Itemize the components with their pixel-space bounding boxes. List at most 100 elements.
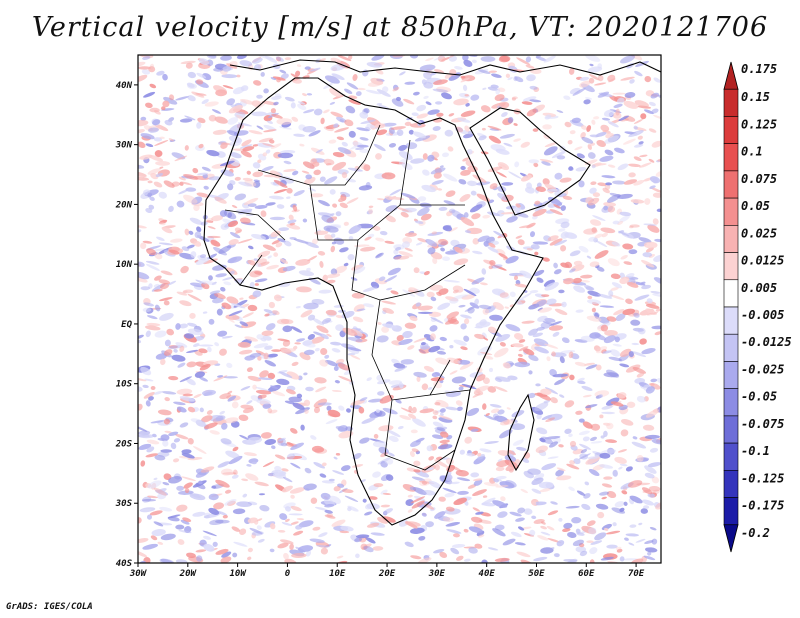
field-speckle bbox=[560, 205, 566, 211]
field-speckle bbox=[435, 357, 450, 365]
field-speckle bbox=[398, 150, 413, 161]
field-speckle bbox=[569, 130, 576, 135]
field-speckle bbox=[436, 350, 447, 355]
field-speckle bbox=[271, 95, 282, 100]
field-speckle bbox=[239, 144, 253, 149]
field-speckle bbox=[196, 122, 202, 129]
field-speckle bbox=[482, 308, 490, 315]
field-speckle bbox=[501, 212, 515, 215]
field-speckle bbox=[590, 423, 601, 431]
field-speckle bbox=[173, 348, 178, 353]
field-speckle bbox=[427, 387, 433, 390]
field-speckle bbox=[505, 73, 511, 78]
field-speckle bbox=[611, 282, 623, 289]
colorbar-label: 0.15 bbox=[741, 90, 770, 104]
field-speckle bbox=[207, 346, 212, 353]
field-speckle bbox=[368, 398, 384, 403]
field-speckle bbox=[400, 192, 416, 199]
field-speckle bbox=[269, 216, 285, 221]
field-speckle bbox=[199, 407, 204, 413]
field-speckle bbox=[258, 377, 273, 381]
field-speckle bbox=[474, 385, 490, 393]
field-speckle bbox=[617, 163, 629, 171]
field-speckle bbox=[586, 255, 592, 259]
field-speckle bbox=[439, 475, 453, 485]
field-speckle bbox=[256, 125, 264, 130]
field-speckle bbox=[498, 252, 508, 259]
field-speckle bbox=[192, 511, 206, 517]
field-speckle bbox=[626, 401, 636, 409]
field-speckle bbox=[569, 268, 576, 273]
colorbar-label: -0.175 bbox=[741, 499, 784, 513]
field-speckle bbox=[455, 400, 463, 406]
field-speckle bbox=[330, 224, 341, 227]
field-speckle bbox=[623, 100, 639, 109]
field-speckle bbox=[304, 467, 312, 474]
field-speckle bbox=[579, 550, 588, 557]
field-speckle bbox=[324, 176, 338, 185]
field-speckle bbox=[592, 451, 602, 456]
field-speckle bbox=[378, 446, 389, 455]
field-speckle bbox=[232, 552, 238, 558]
field-speckle bbox=[632, 367, 647, 374]
field-speckle bbox=[649, 527, 657, 531]
field-speckle bbox=[362, 498, 367, 503]
field-speckle bbox=[545, 387, 558, 395]
field-speckle bbox=[633, 179, 645, 186]
field-speckle bbox=[204, 422, 218, 429]
field-speckle bbox=[462, 157, 470, 162]
field-speckle bbox=[186, 552, 196, 558]
field-speckle bbox=[154, 150, 163, 157]
field-speckle bbox=[554, 172, 563, 180]
field-speckle bbox=[201, 415, 213, 423]
colorbar-label: 0.1 bbox=[741, 145, 763, 159]
field-speckle bbox=[495, 333, 511, 342]
field-speckle bbox=[384, 275, 398, 283]
field-speckle bbox=[604, 135, 619, 144]
field-speckle bbox=[344, 119, 354, 127]
y-tick-label: EQ bbox=[121, 320, 132, 330]
field-speckle bbox=[157, 451, 170, 457]
field-speckle bbox=[162, 73, 168, 81]
field-speckle bbox=[564, 428, 572, 434]
field-speckle bbox=[467, 180, 478, 187]
field-speckle bbox=[484, 441, 499, 444]
field-speckle bbox=[292, 204, 298, 212]
field-speckle bbox=[649, 185, 656, 189]
field-speckle bbox=[494, 347, 509, 358]
field-speckle bbox=[328, 139, 337, 144]
field-speckle bbox=[507, 449, 516, 456]
field-speckle bbox=[428, 345, 441, 353]
field-speckle bbox=[377, 322, 382, 325]
field-speckle bbox=[437, 302, 451, 311]
field-speckle bbox=[158, 242, 173, 246]
field-speckle bbox=[463, 335, 470, 342]
field-speckle bbox=[260, 337, 267, 342]
field-speckle bbox=[149, 196, 155, 201]
field-speckle bbox=[494, 94, 505, 102]
field-speckle bbox=[166, 328, 175, 336]
field-speckle bbox=[425, 467, 435, 471]
field-speckle bbox=[646, 298, 653, 304]
field-speckle bbox=[149, 83, 157, 89]
field-speckle bbox=[439, 336, 447, 342]
field-speckle bbox=[385, 132, 401, 136]
field-speckle bbox=[247, 556, 252, 561]
field-speckle bbox=[270, 108, 276, 114]
field-speckle bbox=[163, 300, 170, 306]
field-speckle bbox=[561, 301, 567, 308]
field-speckle bbox=[296, 518, 305, 521]
field-speckle bbox=[601, 496, 607, 500]
field-speckle bbox=[449, 298, 459, 304]
field-speckle bbox=[290, 73, 299, 79]
field-speckle bbox=[317, 402, 332, 406]
field-speckle bbox=[256, 94, 263, 99]
field-speckle bbox=[449, 208, 456, 214]
field-speckle bbox=[534, 251, 539, 256]
field-speckle bbox=[538, 481, 554, 489]
field-speckle bbox=[194, 231, 202, 239]
field-speckle bbox=[585, 364, 598, 370]
field-speckle bbox=[204, 101, 219, 107]
field-speckle bbox=[547, 202, 558, 208]
field-speckle bbox=[460, 323, 467, 330]
